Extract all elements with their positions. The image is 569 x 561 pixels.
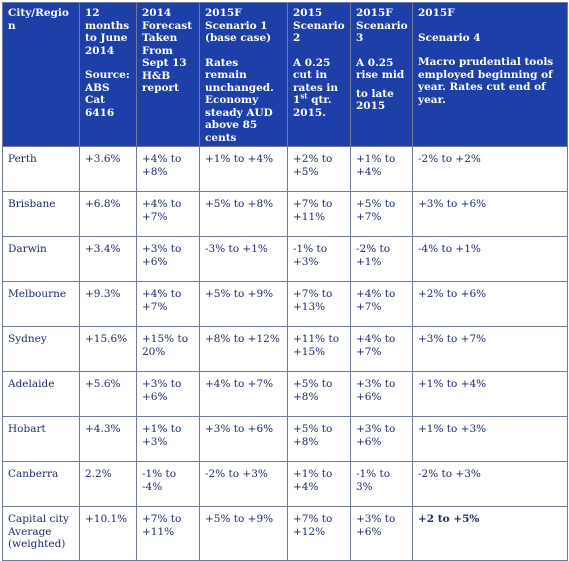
cell-scenario-4: -2% to +2% — [412, 146, 568, 192]
table-row: Canberra 2.2% -1% to -4% -2% to +3% +1% … — [2, 461, 568, 507]
cell-2014-forecast: +3% to +6% — [136, 236, 200, 282]
cell-city: Capital city Average (weighted) — [2, 506, 80, 561]
cell-scenario-3: -2% to +1% — [350, 236, 413, 282]
cell-scenario-4: +1% to +3% — [412, 416, 568, 462]
cell-12-months: +10.1% — [79, 506, 137, 561]
cell-scenario-3: -1% to 3% — [350, 461, 413, 507]
header-city: City/Region — [2, 2, 80, 147]
cell-2014-forecast: -1% to -4% — [136, 461, 200, 507]
cell-2014-forecast: +7% to +11% — [136, 506, 200, 561]
cell-scenario-1: +5% to +8% — [199, 191, 288, 237]
cell-12-months: +15.6% — [79, 326, 137, 372]
table-row: Darwin +3.4% +3% to +6% -3% to +1% -1% t… — [2, 236, 568, 282]
header-scenario-1: 2015F Scenario 1 (base case) Rates remai… — [199, 2, 288, 147]
cell-scenario-1: +5% to +9% — [199, 281, 288, 327]
cell-scenario-2: +5% to +8% — [287, 416, 351, 462]
cell-city: Melbourne — [2, 281, 80, 327]
cell-scenario-4: +2% to +6% — [412, 281, 568, 327]
cell-city: Brisbane — [2, 191, 80, 237]
cell-scenario-4: -2% to +3% — [412, 461, 568, 507]
cell-scenario-3: +3% to +6% — [350, 371, 413, 417]
cell-scenario-3: +4% to +7% — [350, 326, 413, 372]
cell-2014-forecast: +3% to +6% — [136, 371, 200, 417]
cell-2014-forecast: +1% to +3% — [136, 416, 200, 462]
header-scenario-2: 2015 Scenario 2 A 0.25 cut in rates in 1… — [287, 2, 351, 147]
cell-scenario-3: +5% to +7% — [350, 191, 413, 237]
header-scenario-3: 2015F Scenario 3 A 0.25 rise mid to late… — [350, 2, 413, 147]
cell-city: Adelaide — [2, 371, 80, 417]
cell-2014-forecast: +4% to +7% — [136, 191, 200, 237]
cell-scenario-4: -4% to +1% — [412, 236, 568, 282]
table-row-average: Capital city Average (weighted) +10.1% +… — [2, 506, 568, 561]
cell-scenario-1: -2% to +3% — [199, 461, 288, 507]
cell-scenario-3: +1% to +4% — [350, 146, 413, 192]
cell-city: Darwin — [2, 236, 80, 282]
cell-scenario-2: +5% to +8% — [287, 371, 351, 417]
cell-12-months: +3.6% — [79, 146, 137, 192]
cell-scenario-3: +4% to +7% — [350, 281, 413, 327]
table-row: Brisbane +6.8% +4% to +7% +5% to +8% +7%… — [2, 191, 568, 237]
cell-2014-forecast: +4% to +8% — [136, 146, 200, 192]
cell-12-months: +9.3% — [79, 281, 137, 327]
cell-city: Sydney — [2, 326, 80, 372]
header-row: City/Region 12 months to June 2014 Sourc… — [2, 2, 568, 147]
cell-city: Canberra — [2, 461, 80, 507]
cell-scenario-1: +4% to +7% — [199, 371, 288, 417]
cell-scenario-1: -3% to +1% — [199, 236, 288, 282]
cell-scenario-1: +5% to +9% — [199, 506, 288, 561]
header-scenario-4: 2015F Scenario 4 Macro prudential tools … — [412, 2, 568, 147]
table-row: Adelaide +5.6% +3% to +6% +4% to +7% +5%… — [2, 371, 568, 417]
table-row: Melbourne +9.3% +4% to +7% +5% to +9% +7… — [2, 281, 568, 327]
cell-scenario-1: +1% to +4% — [199, 146, 288, 192]
cell-scenario-1: +3% to +6% — [199, 416, 288, 462]
cell-scenario-4: +3% to +6% — [412, 191, 568, 237]
cell-scenario-2: +7% to +11% — [287, 191, 351, 237]
table-row: Sydney +15.6% +15% to 20% +8% to +12% +1… — [2, 326, 568, 372]
cell-scenario-3: +3% to +6% — [350, 506, 413, 561]
table-body: Perth +3.6% +4% to +8% +1% to +4% +2% to… — [2, 146, 568, 561]
cell-scenario-2: -1% to +3% — [287, 236, 351, 282]
cell-scenario-2: +11% to +15% — [287, 326, 351, 372]
header-12-months: 12 months to June 2014 Source: ABS Cat 6… — [79, 2, 137, 147]
cell-city: Perth — [2, 146, 80, 192]
cell-12-months: +6.8% — [79, 191, 137, 237]
cell-12-months: +4.3% — [79, 416, 137, 462]
cell-scenario-2: +7% to +12% — [287, 506, 351, 561]
cell-city: Hobart — [2, 416, 80, 462]
table-row: Hobart +4.3% +1% to +3% +3% to +6% +5% t… — [2, 416, 568, 462]
cell-2014-forecast: +4% to +7% — [136, 281, 200, 327]
cell-12-months: +5.6% — [79, 371, 137, 417]
cell-scenario-3: +3% to +6% — [350, 416, 413, 462]
cell-scenario-2: +1% to +4% — [287, 461, 351, 507]
table-row: Perth +3.6% +4% to +8% +1% to +4% +2% to… — [2, 146, 568, 192]
cell-12-months: 2.2% — [79, 461, 137, 507]
cell-scenario-2: +2% to +5% — [287, 146, 351, 192]
header-2014-forecast: 2014 Forecast Taken From Sept 13 H&B rep… — [136, 2, 200, 147]
cell-2014-forecast: +15% to 20% — [136, 326, 200, 372]
cell-scenario-4: +2 to +5% — [412, 506, 568, 561]
cell-12-months: +3.4% — [79, 236, 137, 282]
cell-scenario-4: +3% to +7% — [412, 326, 568, 372]
cell-scenario-2: +7% to +13% — [287, 281, 351, 327]
cell-scenario-4: +1% to +4% — [412, 371, 568, 417]
cell-scenario-1: +8% to +12% — [199, 326, 288, 372]
